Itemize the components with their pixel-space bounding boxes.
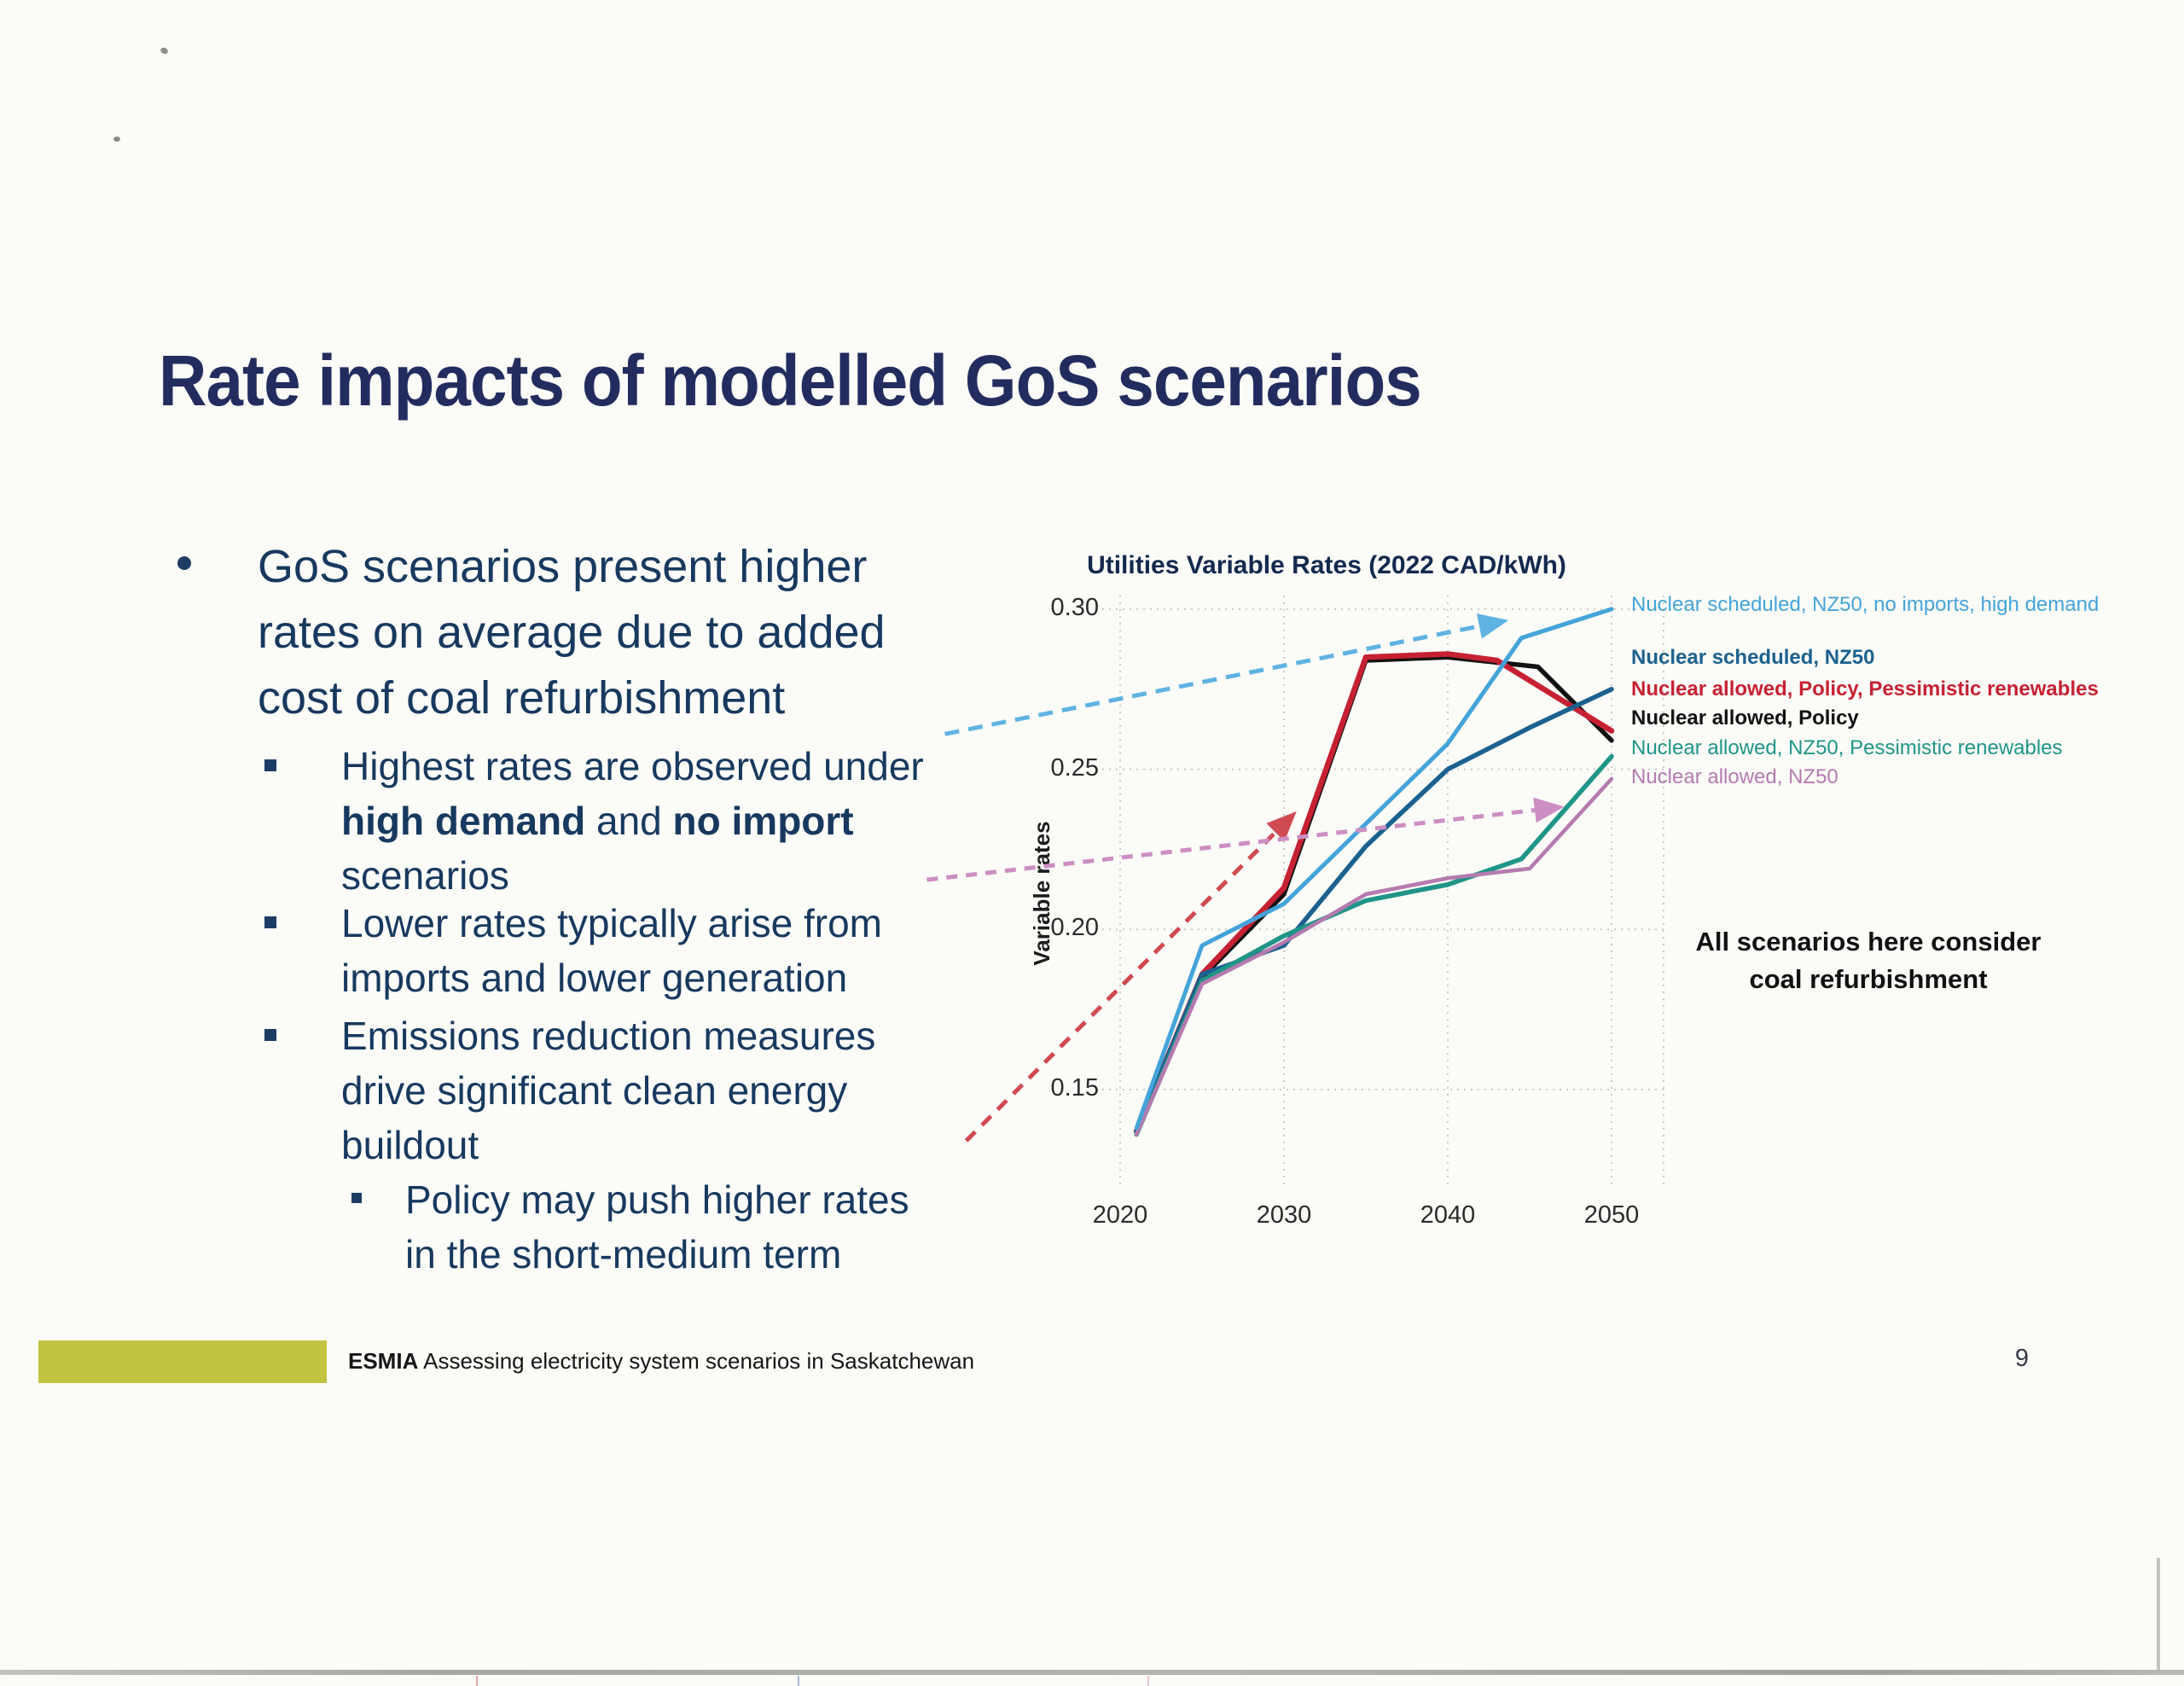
bullet-line: Highest rates are observed under — [341, 744, 924, 788]
x-tick-label: 2050 — [1583, 1201, 1640, 1229]
footer-brand: ESMIA — [348, 1348, 419, 1374]
scan-edge-line — [2157, 1558, 2160, 1671]
scan-regmark — [1147, 1676, 1149, 1686]
trend-arrow-high-demand — [944, 613, 1509, 736]
chart-line — [1134, 776, 1614, 1137]
scan-regmark — [798, 1676, 799, 1686]
bullet-line: scenarios — [341, 853, 509, 898]
footer-logo-block — [38, 1340, 327, 1383]
bold-no-import: no import — [672, 799, 854, 843]
bullet-text: and — [585, 799, 673, 843]
bullet-highest-rates: Highest rates are observed under high de… — [341, 739, 1024, 903]
legend-item: Nuclear scheduled, NZ50, no imports, hig… — [1631, 593, 2100, 616]
chart-note: All scenarios here consider coal refurbi… — [1695, 927, 2042, 994]
scan-edge-line — [0, 1670, 2184, 1675]
legend-item: Nuclear allowed, Policy — [1631, 706, 1859, 730]
scan-speck — [159, 46, 170, 55]
y-tick-label: 0.15 — [1050, 1074, 1099, 1102]
bullet-lower-rates: Lower rates typically arise from imports… — [341, 901, 882, 1000]
y-tick-label: 0.25 — [1050, 753, 1099, 782]
page-title: Rate impacts of modelled GoS scenarios — [159, 340, 1422, 421]
bullet-square-icon — [351, 1193, 362, 1203]
scan-regmark — [476, 1676, 478, 1686]
y-tick-label: 0.20 — [1050, 914, 1099, 942]
chart-line — [1134, 753, 1614, 1137]
x-tick-label: 2030 — [1256, 1201, 1312, 1229]
bullet-square-icon — [264, 1029, 276, 1041]
chart-title: Utilities Variable Rates (2022 CAD/kWh) — [1087, 551, 1566, 579]
bullet-square-icon — [264, 916, 276, 928]
scan-speck — [113, 137, 120, 142]
bullet-dot-icon — [177, 556, 191, 570]
x-tick-label: 2040 — [1420, 1201, 1476, 1229]
legend-item: Nuclear allowed, NZ50 — [1631, 765, 1838, 788]
legend-item: Nuclear scheduled, NZ50 — [1631, 646, 1875, 669]
chart-line — [1134, 607, 1614, 1131]
footer-caption: Assessing electricity system scenarios i… — [418, 1348, 975, 1374]
legend-item: Nuclear allowed, NZ50, Pessimistic renew… — [1631, 736, 2063, 759]
legend-item: Nuclear allowed, Policy, Pessimistic ren… — [1631, 677, 2099, 701]
trend-arrow-nz50 — [926, 797, 1565, 882]
bullet-policy: Policy may push higher rates in the shor… — [405, 1177, 909, 1276]
chart-line — [1134, 687, 1614, 1134]
bullet-square-icon — [264, 759, 276, 771]
trend-arrow-policy — [964, 811, 1297, 1142]
bullet-level1: GoS scenarios present higher rates on av… — [258, 541, 886, 724]
bullet-emissions: Emissions reduction measures drive signi… — [341, 1014, 876, 1167]
line-chart — [926, 596, 1665, 1188]
y-tick-label: 0.30 — [1050, 593, 1099, 621]
page-number: 9 — [2014, 1345, 2030, 1372]
x-tick-label: 2020 — [1092, 1201, 1148, 1229]
bold-high-demand: high demand — [341, 799, 586, 843]
bullet-line: high demand and no import — [341, 794, 1024, 848]
footer-text: ESMIA Assessing electricity system scena… — [348, 1348, 974, 1375]
